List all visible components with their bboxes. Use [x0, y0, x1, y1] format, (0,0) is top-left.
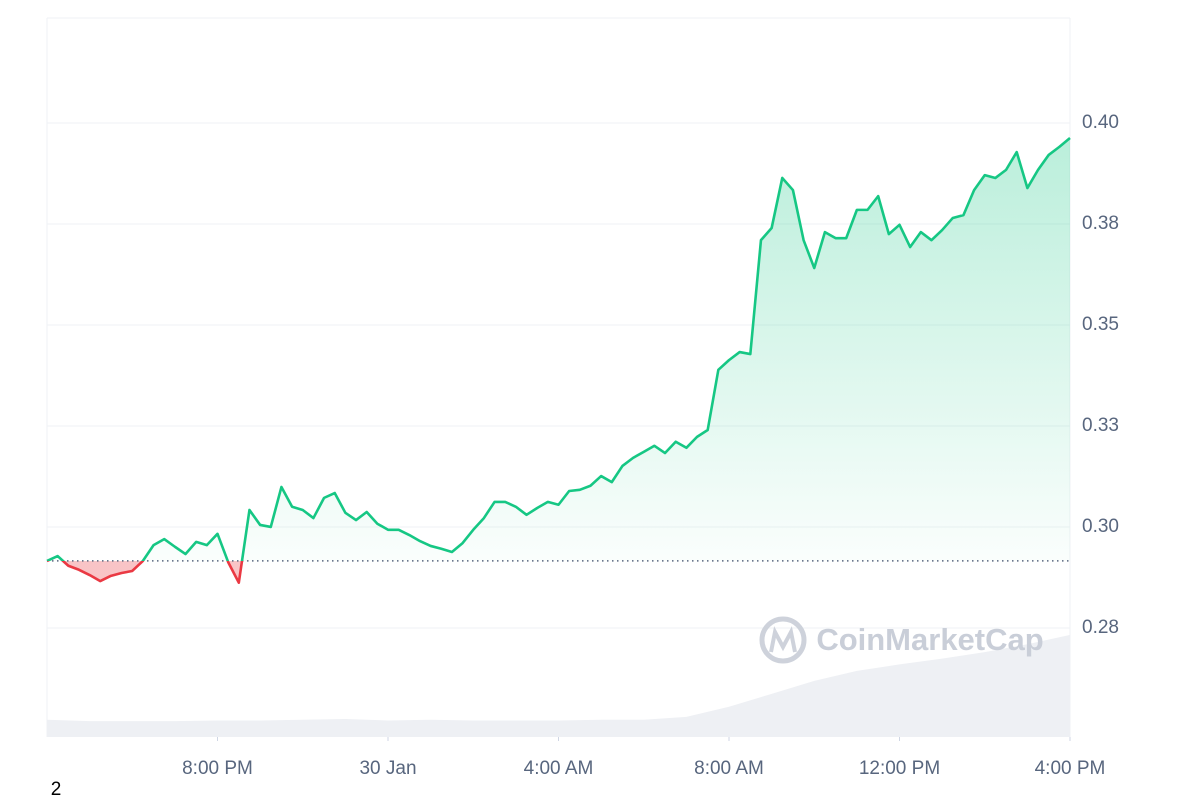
watermark: CoinMarketCap: [816, 622, 1043, 657]
y-tick-label: 0.35: [1082, 314, 1119, 335]
y-tick-label: 0.40: [1082, 112, 1119, 133]
price-area: [47, 137, 1070, 583]
x-tick-label: 12:00 PM: [859, 758, 940, 779]
y-tick-label: 0.28: [1082, 617, 1119, 638]
x-tick-label: 8:00 PM: [182, 758, 253, 779]
footnote: 2: [51, 779, 62, 800]
y-tick-label: 0.33: [1082, 415, 1119, 436]
x-tick-label: 30 Jan: [359, 758, 416, 779]
x-tick-label: 4:00 PM: [1035, 758, 1106, 779]
y-tick-label: 0.38: [1082, 213, 1119, 234]
x-tick-label: 4:00 AM: [524, 758, 594, 779]
x-tick-label: 8:00 AM: [694, 758, 764, 779]
volume-area: [47, 634, 1070, 737]
watermark-logo: [759, 616, 807, 664]
y-tick-label: 0.30: [1082, 516, 1119, 537]
price-line: [46, 136, 1071, 584]
